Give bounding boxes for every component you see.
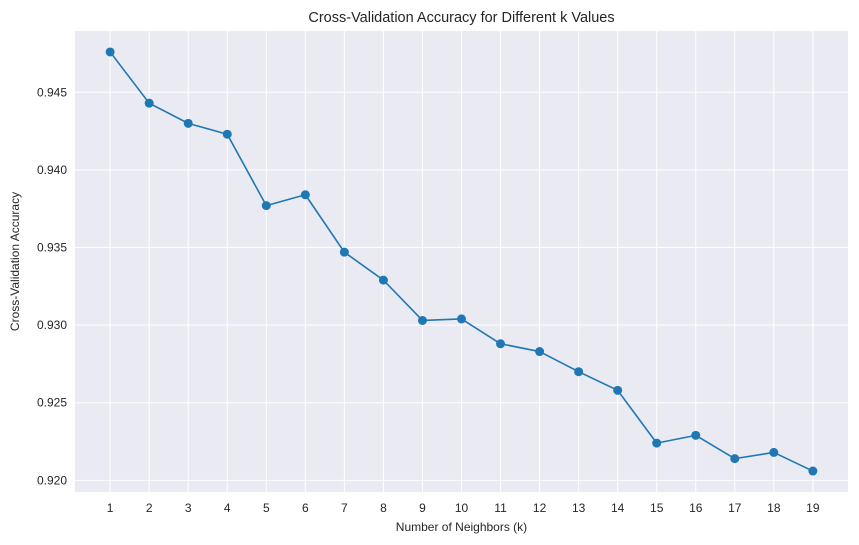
x-tick-label: 17 bbox=[728, 501, 742, 515]
x-tick-label: 9 bbox=[419, 501, 426, 515]
x-tick-label: 13 bbox=[572, 501, 586, 515]
series-markers bbox=[105, 47, 818, 476]
x-axis-ticks: 1 2 3 4 5 6 7 8 9 10 11 12 13 14 15 16 17 18 19 bbox=[107, 501, 820, 515]
data-point bbox=[378, 275, 388, 285]
x-tick-label: 10 bbox=[455, 501, 469, 515]
x-tick-label: 6 bbox=[302, 501, 309, 515]
x-tick-label: 15 bbox=[650, 501, 664, 515]
y-axis-ticks: 0.920 0.925 0.930 0.935 0.940 0.945 bbox=[37, 85, 67, 487]
x-tick-label: 18 bbox=[767, 501, 781, 515]
x-tick-label: 11 bbox=[494, 501, 507, 515]
data-point bbox=[730, 454, 740, 464]
x-tick-label: 3 bbox=[185, 501, 192, 515]
chart-title: Cross-Validation Accuracy for Different … bbox=[308, 10, 614, 26]
x-tick-label: 5 bbox=[263, 501, 270, 515]
data-point bbox=[652, 438, 662, 448]
data-point bbox=[300, 190, 310, 200]
data-point bbox=[222, 129, 232, 139]
data-point bbox=[105, 47, 115, 57]
y-tick-label: 0.925 bbox=[37, 396, 67, 410]
x-axis-label: Number of Neighbors (k) bbox=[396, 520, 527, 534]
data-point bbox=[417, 315, 427, 325]
x-tick-label: 16 bbox=[689, 501, 703, 515]
y-tick-label: 0.945 bbox=[37, 85, 67, 99]
y-axis-label: Cross-Validation Accuracy bbox=[8, 192, 22, 331]
grid bbox=[75, 31, 848, 492]
data-point bbox=[457, 314, 466, 324]
data-point bbox=[574, 367, 584, 377]
data-point bbox=[496, 339, 506, 349]
y-tick-label: 0.930 bbox=[37, 318, 67, 332]
data-point bbox=[769, 447, 779, 457]
data-point bbox=[183, 118, 193, 128]
data-point bbox=[144, 98, 154, 108]
x-tick-label: 4 bbox=[224, 501, 231, 515]
data-point bbox=[691, 430, 701, 440]
data-point bbox=[261, 201, 271, 211]
data-point bbox=[339, 247, 349, 257]
x-tick-label: 19 bbox=[806, 501, 820, 515]
y-tick-label: 0.920 bbox=[37, 473, 67, 487]
x-tick-label: 2 bbox=[146, 501, 153, 515]
data-point bbox=[808, 466, 818, 476]
x-tick-label: 7 bbox=[341, 501, 348, 515]
data-point bbox=[535, 347, 545, 357]
x-tick-label: 12 bbox=[533, 501, 547, 515]
x-tick-label: 1 bbox=[107, 501, 114, 515]
y-tick-label: 0.940 bbox=[37, 163, 67, 177]
x-tick-label: 14 bbox=[611, 501, 625, 515]
data-point bbox=[613, 385, 623, 395]
x-tick-label: 8 bbox=[380, 501, 387, 515]
y-tick-label: 0.935 bbox=[37, 241, 67, 255]
